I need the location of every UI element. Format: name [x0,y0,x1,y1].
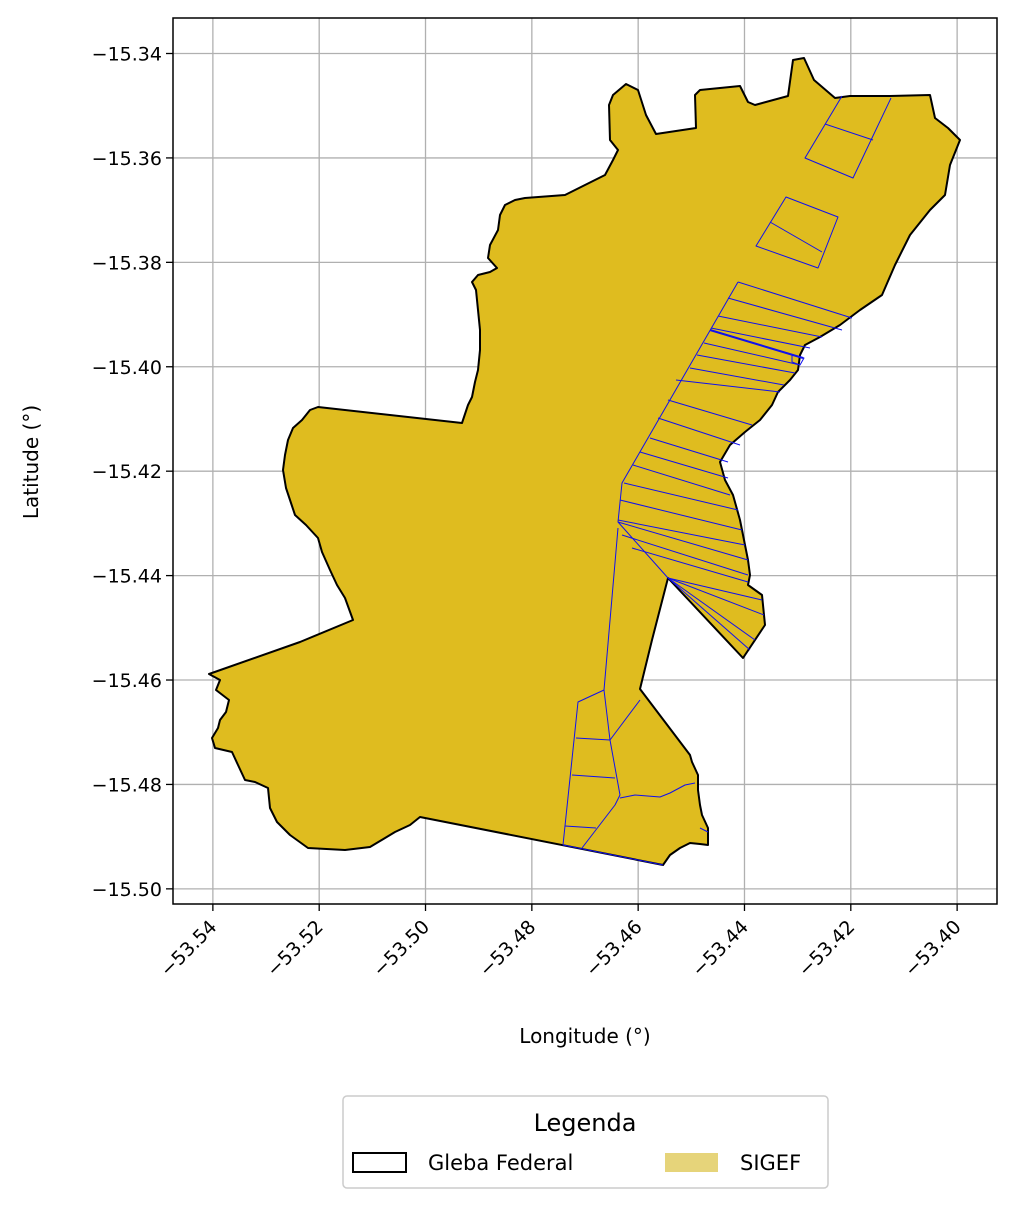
x-tick-label: −53.54 [156,916,221,981]
gleba-federal-polygon [208,57,961,866]
x-axis-label: Longitude (°) [519,1024,650,1048]
legend-label-sigef: SIGEF [740,1151,801,1175]
x-tick-label: −53.52 [262,916,327,981]
y-tick-label: −15.42 [92,461,162,483]
x-tick-label: −53.46 [581,916,646,981]
y-tick-label: −15.36 [92,148,162,170]
y-tick-label: −15.48 [92,774,162,796]
y-axis-ticks: −15.34 −15.36 −15.38 −15.40 −15.42 −15.44 −15.… [92,44,173,901]
y-tick-label: −15.34 [92,44,162,66]
y-axis-label: Latitude (°) [19,405,43,519]
y-tick-label: −15.46 [92,670,162,692]
legend-swatch-sigef [665,1153,718,1172]
x-tick-label: −53.48 [475,916,540,981]
x-tick-label: −53.44 [688,916,753,981]
legend-swatch-gleba-federal [352,1152,407,1173]
x-tick-label: −53.42 [794,916,859,981]
y-tick-label: −15.50 [92,879,162,901]
legend: Legenda Gleba Federal SIGEF [342,1095,829,1189]
x-tick-label: −53.50 [369,916,434,981]
y-tick-label: −15.38 [92,252,162,274]
y-tick-label: −15.44 [92,566,162,588]
legend-label-gleba-federal: Gleba Federal [428,1151,573,1175]
x-tick-label: −53.40 [900,916,965,981]
legend-title: Legenda [534,1109,637,1137]
y-tick-label: −15.40 [92,357,162,379]
plot-frame [172,17,998,905]
x-axis-ticks: −53.54 −53.52 −53.50 −53.48 −53.46 −53.44 −53.… [156,904,966,981]
sigef-parcels [562,95,892,866]
